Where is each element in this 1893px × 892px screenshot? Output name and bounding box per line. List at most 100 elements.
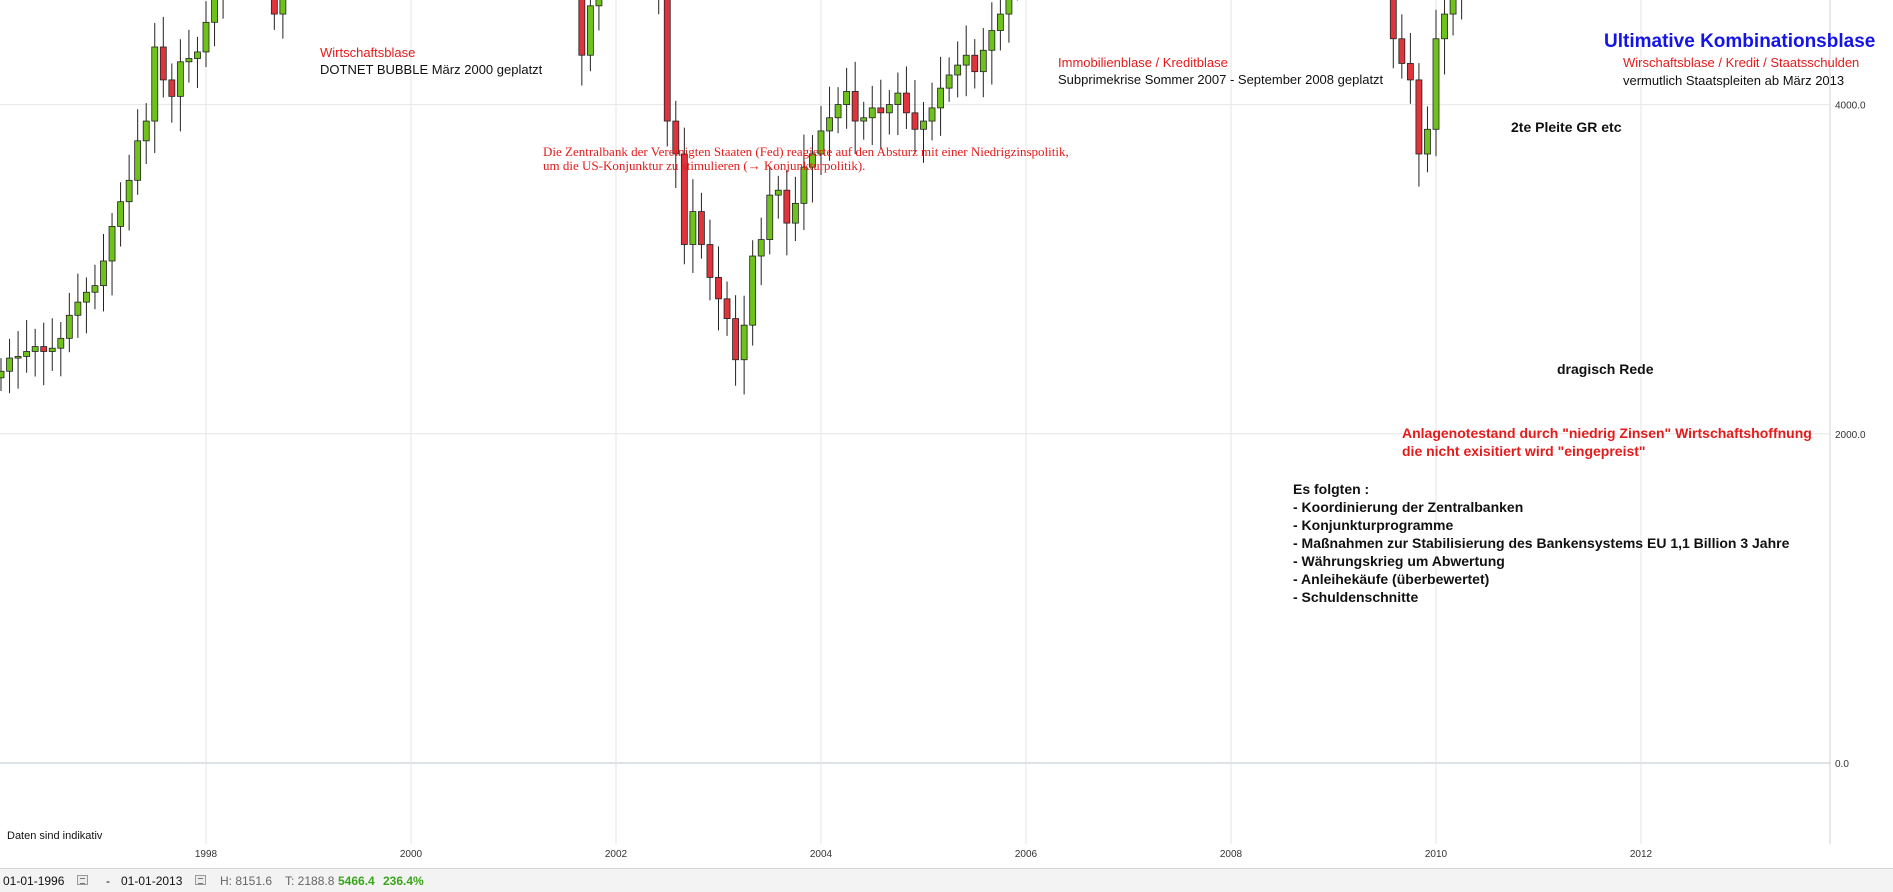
candle-up [809,153,816,168]
candle-up [979,49,987,73]
y-tick-label: 0.0 [1835,759,1849,770]
candle-down [168,79,176,97]
fed-response-note: Die Zentralbank der Vereinigten Staaten … [543,145,1069,173]
candle-up [48,347,56,352]
candle-up [920,120,927,130]
x-tick-label: 1998 [195,849,218,860]
candle-up [996,13,1004,31]
ultimate-bubble-subtitle-2: vermutlich Staatspleiten ab März 2013 [1623,73,1845,88]
calendar-icon[interactable] [195,875,206,885]
housing-bubble-title: Immobilienblase / Kreditblase [1058,55,1228,70]
candle-down [1406,63,1414,81]
candle-up [23,351,31,357]
candle-up [826,117,833,132]
low-value: T: 2188.8 [285,874,335,888]
candle-up [595,0,603,7]
candle-up [279,0,287,15]
change-percent: 236.4% [383,874,424,888]
candle-down [1415,79,1423,155]
candle-up [125,179,133,203]
candle-up [0,370,5,379]
x-tick-label: 2006 [1015,849,1038,860]
candle-up [1005,0,1013,15]
candle-down [672,120,680,155]
candle-up [1424,128,1431,155]
candle-up [1432,38,1440,130]
candle-up [202,21,210,53]
data-disclaimer: Daten sind indikativ [7,830,103,842]
candle-down [1389,0,1397,40]
candle-down [1398,38,1406,64]
high-value: H: 8151.6 [220,874,273,888]
candle-up [766,194,774,240]
candle-up [817,130,825,155]
candle-up [142,120,150,142]
candle-up [176,61,184,97]
candle-up [800,166,808,204]
date-separator: - [106,874,110,888]
candle-up [6,357,13,372]
candle-up [91,285,99,293]
fed-note-line-2: um die US-Konjunktur zu stimulieren (→ K… [543,158,866,173]
x-tick-label: 2004 [810,849,833,860]
candle-down [877,107,885,114]
date-range-bar: 01-01-1996 - 01-01-2013 H: 8151.6 T: 218… [0,868,1893,892]
candle-up [791,202,799,224]
candle-down [971,54,979,73]
housing-bubble-subtitle: Subprimekrise Sommer 2007 - September 20… [1058,72,1384,87]
candle-down [40,346,48,352]
calendar-icon[interactable] [77,875,88,885]
candle-down [159,46,167,81]
emergency-note-line-2: die nicht exisitiert wird "eingepreist" [1402,443,1646,459]
candle-down [270,0,278,15]
candle-up [962,54,970,66]
candle-down [911,112,919,130]
candle-up [57,337,65,349]
candle-up [1449,0,1457,15]
y-tick-label: 4000.0 [1835,101,1866,112]
end-date-field[interactable]: 01-01-2013 [121,874,183,888]
candle-up [937,87,944,109]
start-date-field[interactable]: 01-01-1996 [3,874,65,888]
candle-up [1441,13,1448,40]
candle-up [108,226,116,262]
ultimate-bubble-title: Ultimative Kombinationsblase [1604,31,1876,52]
candle-up [843,91,851,105]
dotcom-bubble-title: Wirtschaftsblase [320,45,416,60]
followed-item: - Maßnahmen zur Stabilisierung des Banke… [1293,535,1790,551]
candle-up [988,30,996,51]
candle-up [689,211,697,245]
candle-up [151,46,159,122]
followed-item: - Schuldenschnitte [1293,589,1419,605]
candle-up [928,107,936,122]
candle-down [680,153,688,245]
candle-down [732,318,739,361]
candle-down [706,244,714,278]
x-tick-label: 2008 [1220,849,1243,860]
candle-down [663,0,671,122]
candle-up [100,260,107,287]
greece-default-note: 2te Pleite GR etc [1511,119,1622,135]
candle-up [185,58,193,63]
candle-up [117,201,124,227]
candle-up [211,0,218,23]
candle-up [586,5,594,56]
dragisch-rede-note: dragisch Rede [1557,361,1654,377]
followed-item: - Koordinierung der Zentralbanken [1293,499,1524,515]
fed-note-line-1: Die Zentralbank der Vereinigten Staaten … [543,144,1069,159]
candle-down [698,211,705,245]
candle-up [14,356,22,359]
change-value: 5466.4 [338,874,375,888]
x-tick-label: 2002 [605,849,628,860]
candle-up [774,189,782,196]
x-tick-label: 2010 [1425,849,1448,860]
candle-up [65,314,73,339]
candle-up [834,104,842,119]
y-tick-label: 2000.0 [1835,430,1866,441]
x-tick-label: 2012 [1630,849,1653,860]
candle-up [885,104,893,114]
candle-down [851,91,859,122]
candle-up [749,255,757,326]
